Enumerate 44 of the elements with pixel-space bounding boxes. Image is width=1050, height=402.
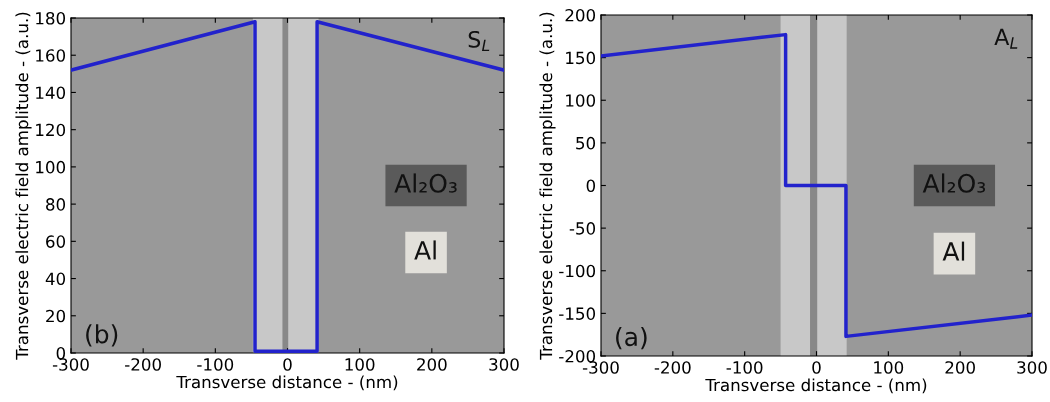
x-tick-label: 100	[874, 361, 904, 374]
x-axis-title: Transverse distance - (nm)	[705, 378, 927, 394]
y-axis-title: Transverse electric field amplitude - (a.u.)	[15, 12, 32, 360]
x-tick-label: -100	[726, 361, 763, 374]
x-axis-title: Transverse distance - (nm)	[176, 375, 398, 391]
y-tick-label: 100	[36, 160, 66, 174]
x-tick-label: -300	[582, 361, 619, 374]
annotation: (b)	[86, 324, 118, 347]
y-tick-label: -150	[559, 307, 596, 320]
y-tick-label: 120	[36, 123, 66, 137]
y-tick-label: -50	[569, 222, 596, 235]
y-tick-label: 180	[36, 11, 66, 25]
y-tick-label: 40	[45, 272, 66, 286]
x-tick-label: 200	[945, 361, 975, 374]
y-tick-label: 0	[586, 179, 596, 193]
x-tick-label: 0	[812, 361, 821, 374]
y-tick-label: 50	[576, 136, 596, 150]
annotation: Al₂O₃	[394, 173, 457, 193]
x-tick-label: 300	[1017, 361, 1047, 374]
annotation: S$_{L}$	[468, 30, 490, 52]
annotation: Al	[942, 241, 965, 261]
y-tick-label: -100	[559, 264, 596, 278]
x-tick-label: -200	[654, 361, 691, 374]
y-tick-label: 20	[46, 309, 66, 323]
y-axis-title: Transverse electric field amplitude - (a.u.)	[539, 12, 556, 360]
y-tick-label: 140	[36, 86, 66, 100]
x-tick-label: 200	[417, 358, 447, 371]
y-tick-label: 200	[565, 8, 596, 22]
x-tick-label: 300	[489, 358, 519, 371]
annotation: (a)	[616, 326, 647, 350]
x-tick-label: -300	[52, 358, 89, 371]
annotation: Al₂O₃	[922, 173, 986, 193]
y-tick-label: 60	[46, 235, 66, 248]
y-tick-label: 160	[36, 49, 66, 62]
x-tick-label: 100	[345, 358, 375, 371]
annotation: Al	[414, 240, 436, 260]
y-tick-label: 0	[56, 346, 66, 360]
y-tick-label: 100	[566, 94, 596, 107]
annotation: A$_{L}$	[994, 28, 1018, 49]
x-tick-label: -200	[125, 358, 161, 371]
x-tick-label: 0	[283, 358, 292, 371]
x-tick-label: -100	[197, 358, 234, 371]
y-tick-label: 80	[46, 198, 66, 211]
y-tick-label: 150	[566, 51, 596, 65]
